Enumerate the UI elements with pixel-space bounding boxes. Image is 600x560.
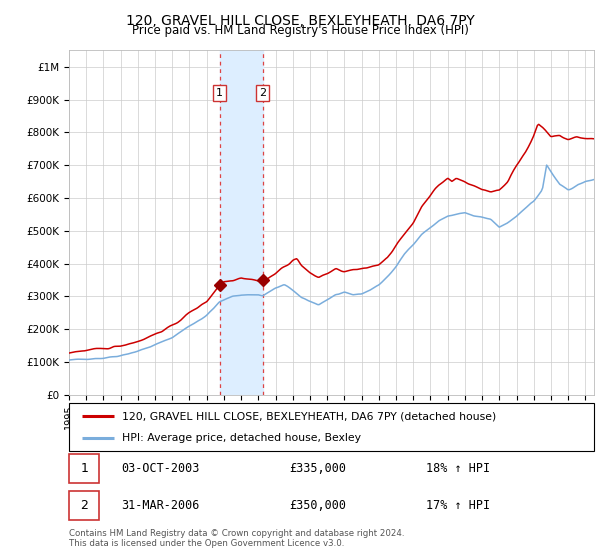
Text: HPI: Average price, detached house, Bexley: HPI: Average price, detached house, Bexl… [121,433,361,443]
Text: 120, GRAVEL HILL CLOSE, BEXLEYHEATH, DA6 7PY (detached house): 120, GRAVEL HILL CLOSE, BEXLEYHEATH, DA6… [121,411,496,421]
FancyBboxPatch shape [69,403,594,451]
Text: 17% ↑ HPI: 17% ↑ HPI [426,499,490,512]
Text: Contains HM Land Registry data © Crown copyright and database right 2024.
This d: Contains HM Land Registry data © Crown c… [69,529,404,548]
Text: 18% ↑ HPI: 18% ↑ HPI [426,461,490,475]
Bar [220,50,263,395]
Text: £335,000: £335,000 [290,461,347,475]
Text: 2: 2 [80,499,88,512]
FancyBboxPatch shape [69,491,100,520]
Text: Price paid vs. HM Land Registry's House Price Index (HPI): Price paid vs. HM Land Registry's House … [131,24,469,37]
Text: 2: 2 [259,88,266,98]
Text: 120, GRAVEL HILL CLOSE, BEXLEYHEATH, DA6 7PY: 120, GRAVEL HILL CLOSE, BEXLEYHEATH, DA6… [125,14,475,28]
Text: 1: 1 [216,88,223,98]
FancyBboxPatch shape [69,454,100,483]
Text: 03-OCT-2003: 03-OCT-2003 [121,461,200,475]
Text: £350,000: £350,000 [290,499,347,512]
Text: 1: 1 [80,461,88,475]
Text: 31-MAR-2006: 31-MAR-2006 [121,499,200,512]
